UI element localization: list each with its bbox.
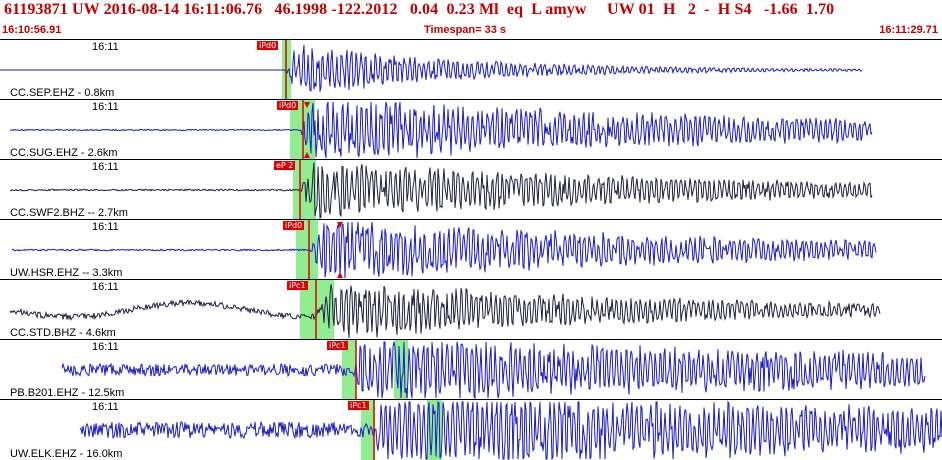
waveform-line <box>9 284 881 339</box>
waveform-line <box>0 44 863 92</box>
waveform-panel-3[interactable]: 16:11 eP 2 CC.SWF2.BHZ -- 2.7km <box>0 159 942 219</box>
phase-pick-tag[interactable]: iPd0 <box>283 221 305 230</box>
end-time: 16:11:29.71 <box>879 24 938 36</box>
pick-marker-icon <box>304 102 310 108</box>
waveform-panel-2[interactable]: 16:11 iPd0 CC.SUG.EHZ - 2.6km <box>0 99 942 159</box>
event-title: 61193871 UW 2016-08-14 16:11:06.76 46.19… <box>4 1 835 18</box>
time-tick-label: 16:11 <box>92 281 119 293</box>
phase-pick-tag[interactable]: eP 2 <box>274 161 296 170</box>
station-label: CC.SUG.EHZ - 2.6km <box>10 147 118 159</box>
event-header: 61193871 UW 2016-08-14 16:11:06.76 46.19… <box>0 0 942 24</box>
start-time: 16:10:56.91 <box>2 24 62 36</box>
pick-marker-icon <box>304 152 310 158</box>
pick-marker-icon <box>337 222 343 228</box>
seismogram-trace <box>11 220 877 279</box>
pick-marker-icon <box>337 272 343 278</box>
station-label: PB.B201.EHZ - 12.5km <box>10 387 125 399</box>
phase-pick-tag[interactable]: iPd0 <box>277 101 299 110</box>
phase-pick-tag[interactable]: iPc1 <box>348 401 369 410</box>
waveform-line <box>11 221 877 279</box>
timespan-label: Timespan= 33 s <box>424 24 507 36</box>
station-label: UW.HSR.EHZ -- 3.3km <box>10 267 123 279</box>
station-label: CC.SEP.EHZ - 0.8km <box>10 87 115 99</box>
seismogram-trace <box>61 340 926 399</box>
seismogram-trace <box>9 160 873 219</box>
waveform-line <box>9 162 873 219</box>
waveform-line <box>79 400 942 460</box>
seismogram-trace <box>79 400 942 460</box>
station-label: UW.ELK.EHZ - 16.0km <box>10 448 123 460</box>
station-label: CC.SWF2.BHZ -- 2.7km <box>10 207 128 219</box>
waveform-panel-1[interactable]: 16:11 iPd0 CC.SEP.EHZ - 0.8km <box>0 39 942 99</box>
seismogram-trace <box>9 100 873 159</box>
phase-pick-tag[interactable]: iPc1 <box>287 281 308 290</box>
waveform-panel-4[interactable]: 16:11 iPd0 UW.HSR.EHZ -- 3.3km <box>0 219 942 279</box>
time-tick-label: 16:11 <box>92 41 119 53</box>
time-tick-label: 16:11 <box>92 221 119 233</box>
pick-window <box>293 160 316 219</box>
time-tick-label: 16:11 <box>92 101 119 113</box>
time-tick-label: 16:11 <box>92 161 119 173</box>
station-label: CC.STD.BHZ - 4.6km <box>10 327 116 339</box>
waveform-panels: 16:11 iPd0 CC.SEP.EHZ - 0.8km 16:11 iPd0… <box>0 39 942 460</box>
phase-pick-tag[interactable]: iPd0 <box>257 41 279 50</box>
waveform-panel-7[interactable]: 16:11 iPc1 UW.ELK.EHZ - 16.0km <box>0 399 942 460</box>
waveform-line <box>9 101 873 159</box>
waveform-panel-6[interactable]: 16:11 iPc1 PB.B201.EHZ - 12.5km <box>0 339 942 399</box>
time-tick-label: 16:11 <box>92 401 119 413</box>
waveform-panel-5[interactable]: 16:11 iPc1 CC.STD.BHZ - 4.6km <box>0 279 942 339</box>
phase-pick-tag[interactable]: iPc1 <box>327 341 348 350</box>
waveform-line <box>61 341 926 399</box>
seismogram-trace <box>0 40 863 99</box>
seismogram-trace <box>9 280 881 339</box>
time-tick-label: 16:11 <box>92 341 119 353</box>
